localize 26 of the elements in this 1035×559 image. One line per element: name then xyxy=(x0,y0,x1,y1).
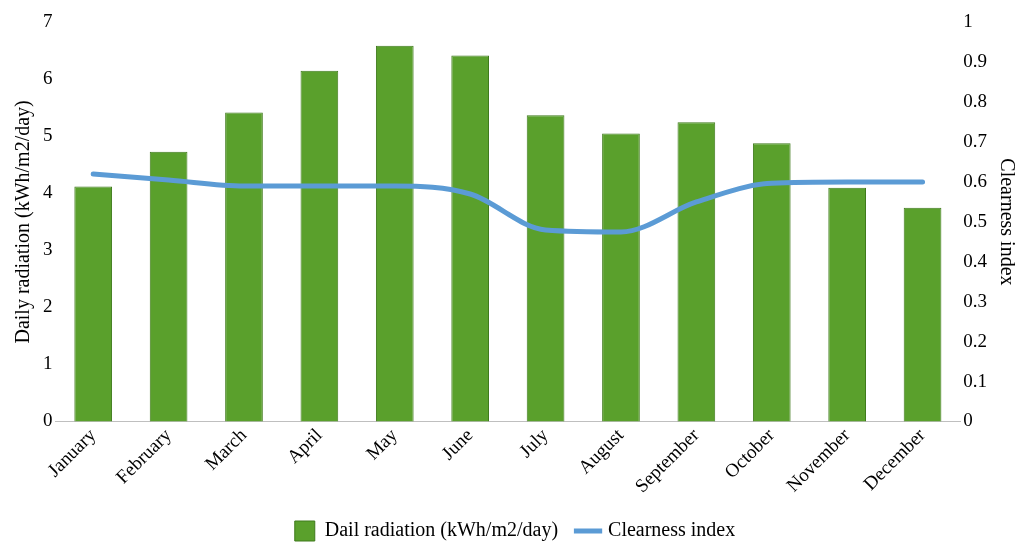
y2-tick-label: 0.8 xyxy=(963,90,987,112)
y2-tick-label: 0.6 xyxy=(963,169,987,191)
y2-tick-label: 0.4 xyxy=(963,249,988,271)
legend-label: Dail radiation (kWh/m2/day) xyxy=(324,518,559,542)
x-tick-label: May xyxy=(361,423,402,464)
y2-tick-label: 1 xyxy=(963,10,973,32)
y-tick-label: 7 xyxy=(43,10,53,32)
y-tick-label: 6 xyxy=(43,67,53,89)
y-tick-label: 1 xyxy=(43,352,53,374)
y-tick-label: 3 xyxy=(43,238,53,260)
y2-tick-label: 0.5 xyxy=(963,209,987,231)
y2-tick-label: 0.3 xyxy=(963,289,987,311)
y-tick-label: 5 xyxy=(43,124,53,146)
legend-label: Clearness index xyxy=(608,518,736,541)
y-tick-label: 0 xyxy=(43,409,53,431)
y-tick-label: 2 xyxy=(43,295,53,317)
x-tick-label: July xyxy=(514,423,553,462)
y2-tick-label: 0.1 xyxy=(963,369,987,391)
y2-tick-label: 0.7 xyxy=(963,130,987,152)
x-tick-label: June xyxy=(437,423,477,464)
y-tick-label: 4 xyxy=(43,181,53,203)
y-axis-title: Daily radiation (kWh/m2/day) xyxy=(11,100,35,344)
y2-tick-label: 0.2 xyxy=(963,329,987,351)
y2-tick-label: 0.9 xyxy=(963,50,987,72)
y2-axis-title: Clearness index xyxy=(996,158,1019,286)
y2-tick-label: 0 xyxy=(963,409,973,431)
